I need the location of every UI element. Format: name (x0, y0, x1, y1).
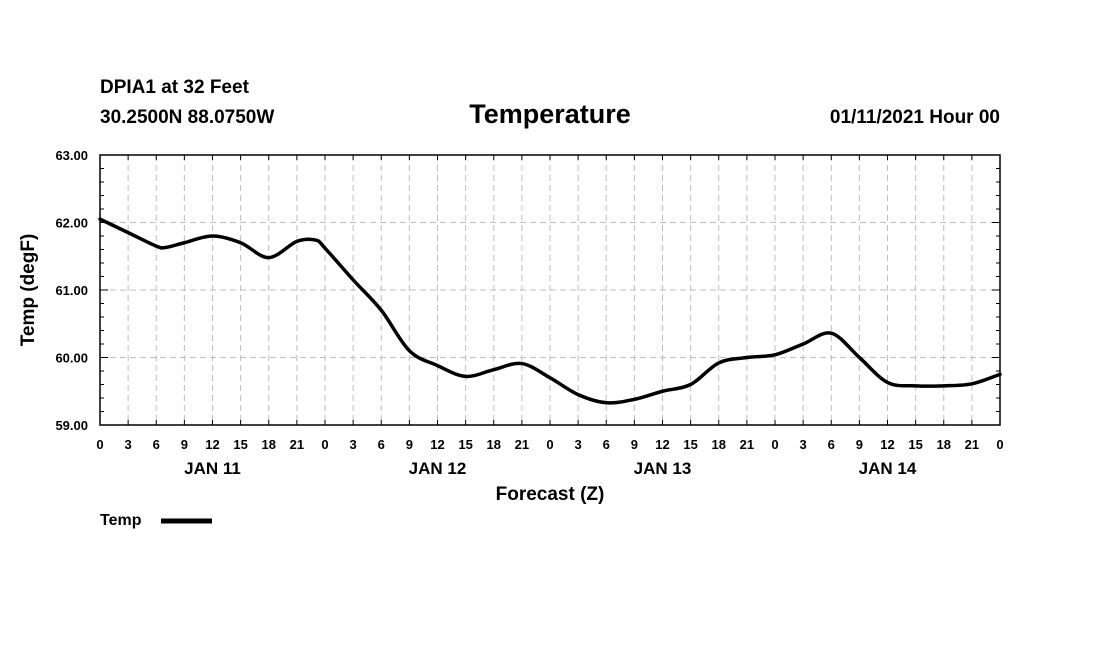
y-tick-label: 59.00 (55, 418, 88, 433)
x-tick-label: 12 (430, 437, 444, 452)
x-tick-label: 6 (828, 437, 835, 452)
y-tick-labels: 59.00 60.00 61.00 62.00 63.00 (55, 148, 88, 433)
x-tick-label: 9 (631, 437, 638, 452)
x-tick-labels: 0 3 6 9 12 15 18 21 0 3 6 9 12 15 18 21 0 3 6 9 12 15 18 21 0 3 6 9… (96, 437, 1003, 452)
legend: Temp (100, 512, 212, 529)
x-tick-label: 9 (181, 437, 188, 452)
day-labels: JAN 11 JAN 12 JAN 13 JAN 14 (184, 459, 917, 478)
x-tick-label: 21 (290, 437, 304, 452)
x-tick-label: 0 (546, 437, 553, 452)
x-tick-label: 15 (683, 437, 697, 452)
x-tick-label: 21 (515, 437, 529, 452)
x-tick-label: 0 (321, 437, 328, 452)
x-axis-title: Forecast (Z) (496, 484, 605, 505)
station-label: DPIA1 at 32 Feet (100, 77, 249, 98)
x-tick-label: 15 (233, 437, 247, 452)
y-axis-title: Temp (degF) (18, 234, 39, 347)
x-tick-label: 18 (487, 437, 501, 452)
legend-label: Temp (100, 512, 142, 529)
x-tick-label: 0 (96, 437, 103, 452)
x-tick-label: 9 (406, 437, 413, 452)
x-tick-label: 9 (856, 437, 863, 452)
x-tick-label: 18 (262, 437, 276, 452)
x-tick-label: 3 (350, 437, 357, 452)
x-tick-label: 6 (153, 437, 160, 452)
day-label: JAN 13 (634, 459, 692, 478)
x-tick-label: 18 (937, 437, 951, 452)
x-tick-label: 21 (740, 437, 754, 452)
day-label: JAN 14 (859, 459, 917, 478)
x-tick-label: 3 (125, 437, 132, 452)
x-tick-label: 12 (880, 437, 894, 452)
x-tick-label: 0 (771, 437, 778, 452)
y-tick-label: 60.00 (55, 351, 88, 366)
temp-series-line (98, 217, 1002, 405)
x-tick-label: 12 (205, 437, 219, 452)
x-tick-label: 0 (996, 437, 1003, 452)
grid (100, 155, 1000, 425)
day-label: JAN 11 (184, 459, 241, 478)
x-tick-label: 15 (908, 437, 922, 452)
y-tick-label: 62.00 (55, 216, 88, 231)
y-tick-label: 61.00 (55, 283, 88, 298)
chart-title: Temperature (469, 99, 631, 129)
x-tick-label: 15 (458, 437, 472, 452)
coordinates-label: 30.2500N 88.0750W (100, 107, 275, 128)
plot-frame (99, 154, 1001, 426)
y-tick-label: 63.00 (55, 148, 88, 163)
x-tick-label: 12 (655, 437, 669, 452)
x-tick-label: 3 (575, 437, 582, 452)
day-label: JAN 12 (409, 459, 467, 478)
forecast-datetime: 01/11/2021 Hour 00 (829, 107, 1000, 128)
x-tick-label: 18 (712, 437, 726, 452)
x-tick-label: 21 (965, 437, 979, 452)
x-tick-label: 6 (603, 437, 610, 452)
x-tick-label: 3 (800, 437, 807, 452)
x-tick-label: 6 (378, 437, 385, 452)
